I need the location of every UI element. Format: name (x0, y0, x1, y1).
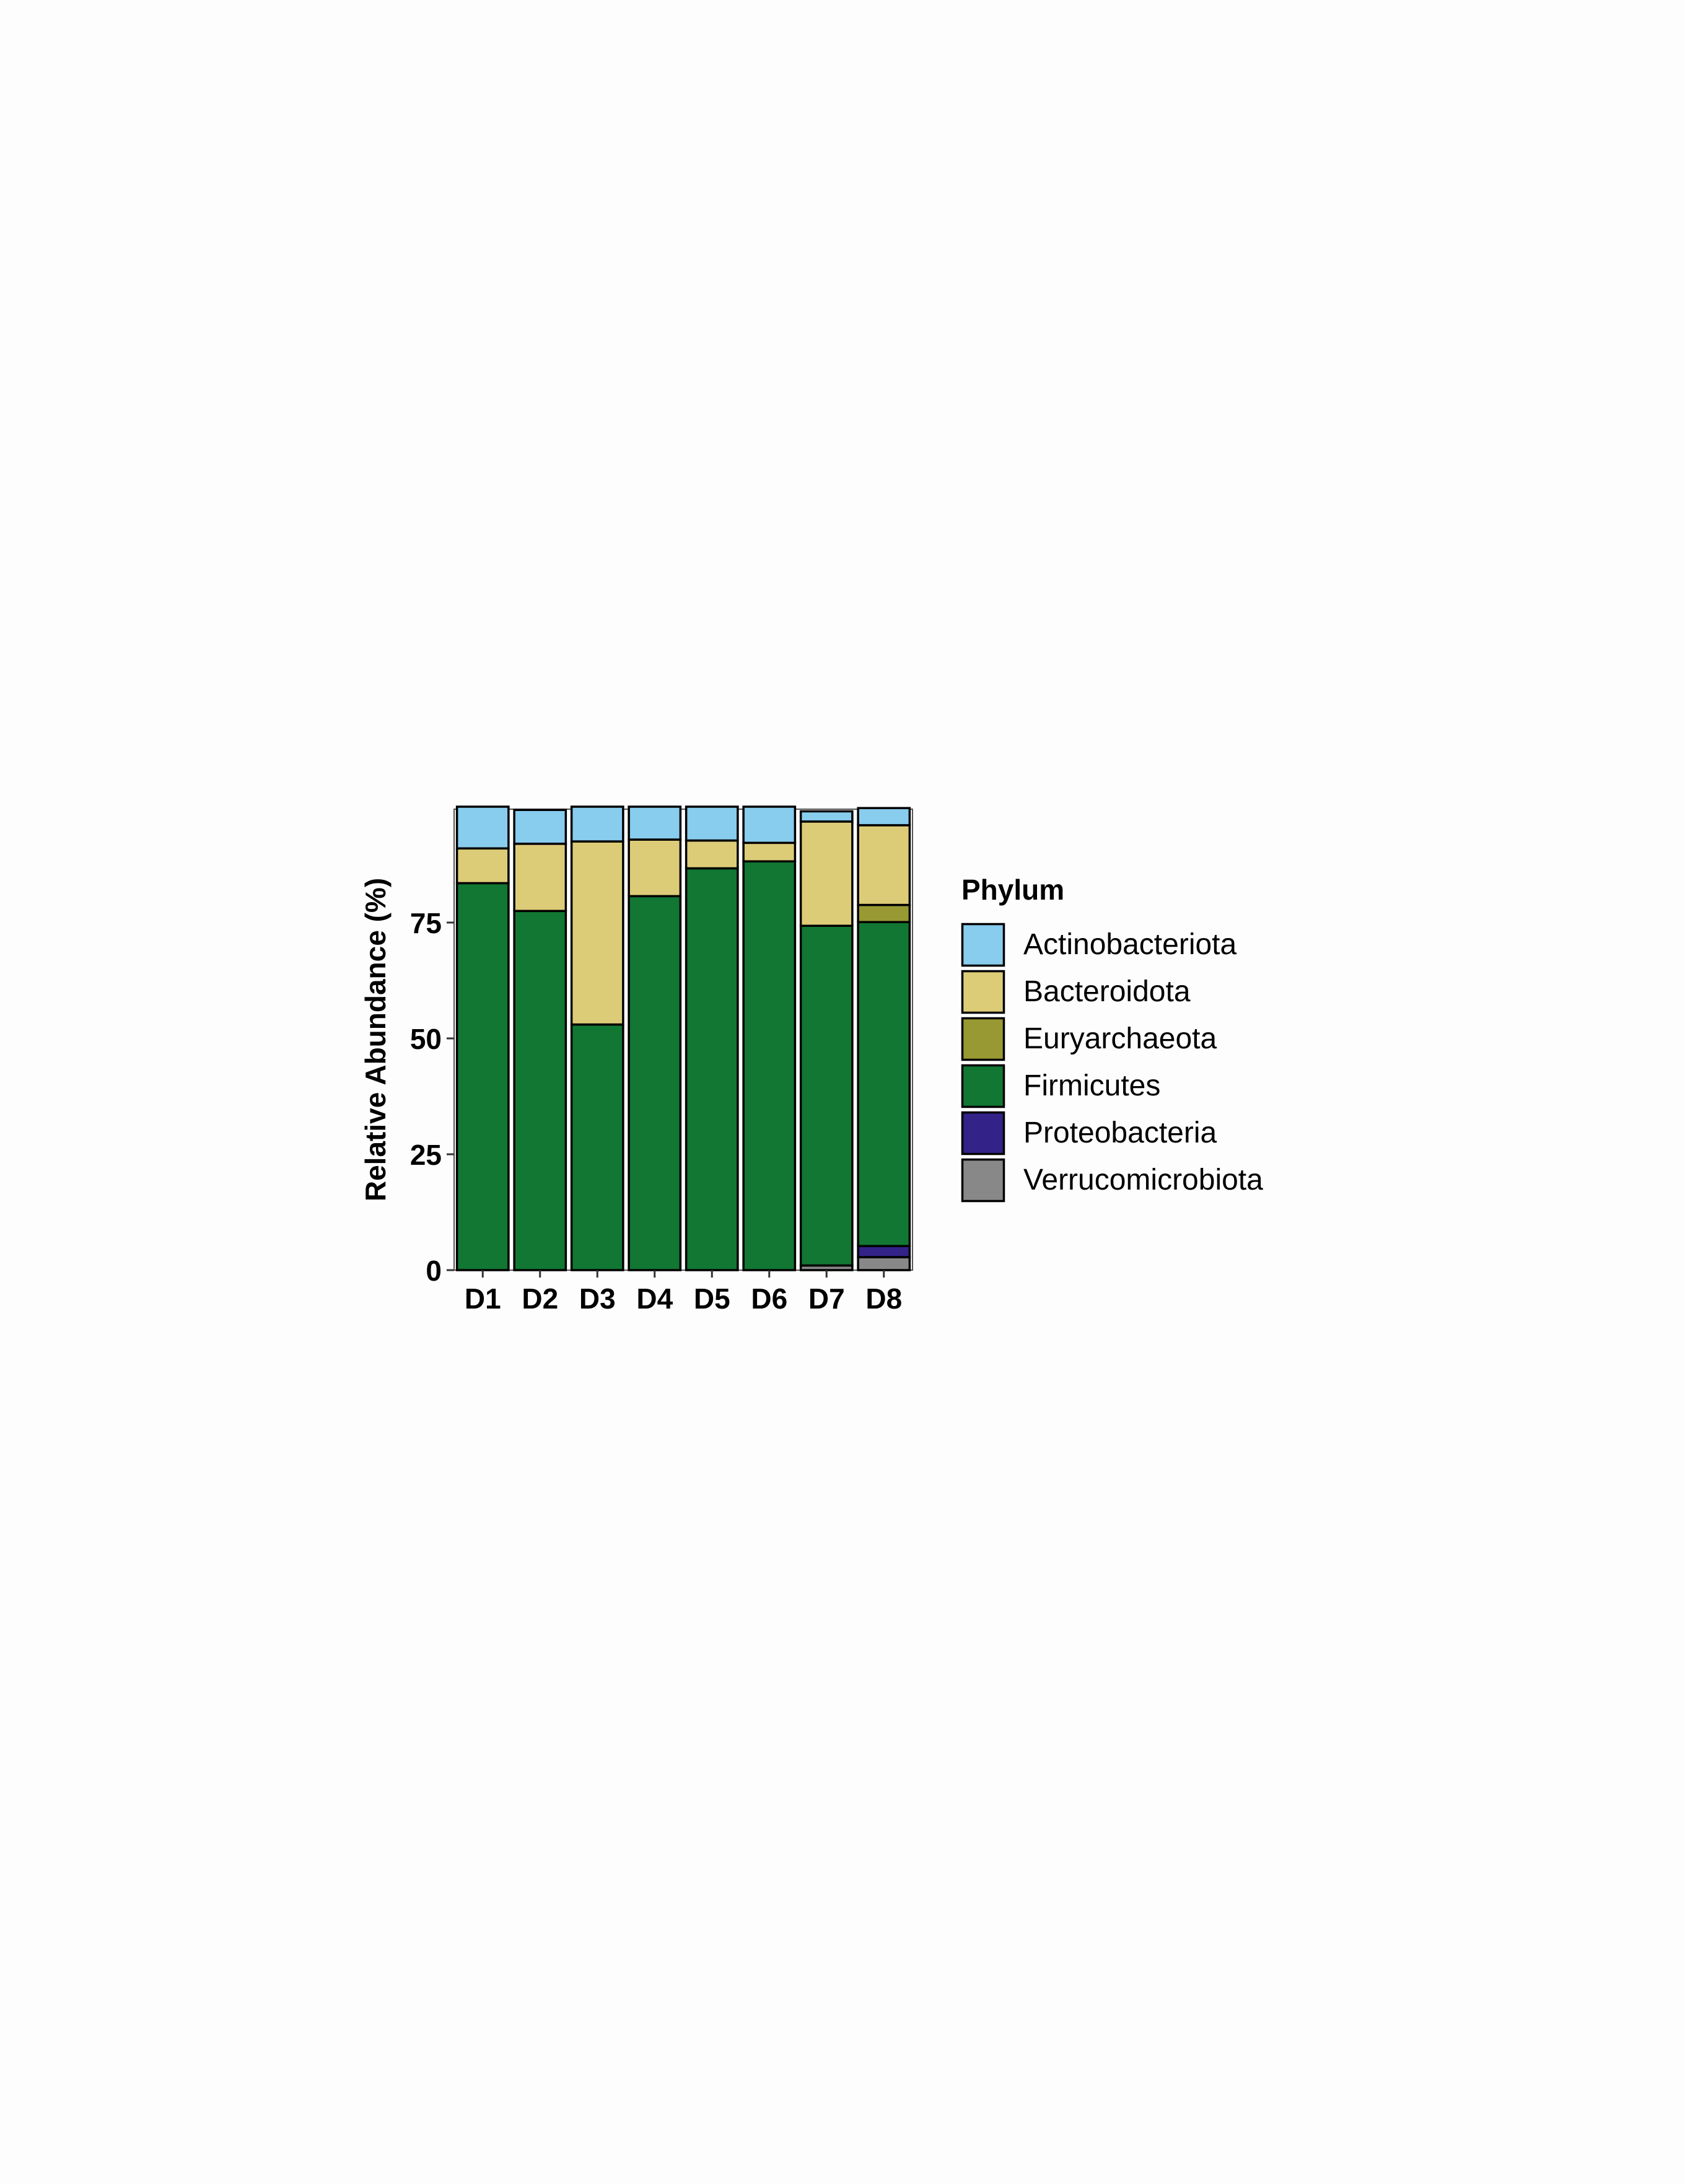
y-tick-label: 0 (426, 1255, 442, 1287)
x-axis: D1 D2 D3 D4 D5 D6 D7 D8 (465, 1270, 902, 1315)
y-tick-label: 25 (410, 1139, 442, 1171)
legend-title: Phylum (961, 874, 1064, 906)
bar-segment-verrucomicrobiota-d8 (857, 1256, 911, 1271)
x-tick-label: D4 (636, 1283, 673, 1315)
x-tick-label: D1 (465, 1283, 501, 1315)
bar-segment-bacteroidota-d7 (799, 820, 854, 927)
legend-label-euryarchaeota: Euryarchaeota (1023, 1022, 1217, 1055)
bar-segment-firmicutes-d1 (455, 882, 510, 1271)
y-tick-label: 50 (410, 1023, 442, 1055)
bar-segment-bacteroidota-d5 (685, 839, 739, 870)
bar-segment-actinobacteriota-d1 (455, 805, 510, 850)
x-tick-label: D5 (694, 1283, 730, 1315)
x-tick-label: D3 (579, 1283, 616, 1315)
bar-segment-actinobacteriota-d8 (857, 807, 911, 827)
legend-label-bacteroidota: Bacteroidota (1023, 975, 1191, 1008)
legend-key-firmicutes (961, 1064, 1005, 1108)
bar-segment-bacteroidota-d6 (742, 841, 797, 863)
bar-segment-firmicutes-d7 (799, 924, 854, 1267)
x-tick-label: D2 (522, 1283, 558, 1315)
bar-segment-actinobacteriota-d4 (628, 805, 682, 841)
bar-segment-bacteroidota-d4 (628, 838, 682, 898)
bars-layer (455, 805, 911, 1271)
legend-key-actinobacteriota (961, 923, 1005, 967)
bar-segment-firmicutes-d6 (742, 860, 797, 1271)
legend-key-verrucomicrobiota (961, 1158, 1005, 1203)
legend-key-proteobacteria (961, 1111, 1005, 1156)
bar-segment-firmicutes-d5 (685, 867, 739, 1271)
x-tick-label: D8 (865, 1283, 902, 1315)
legend-label-verrucomicrobiota: Verrucomicrobiota (1023, 1164, 1263, 1196)
legend-label-actinobacteriota: Actinobacteriota (1023, 928, 1237, 961)
bar-segment-bacteroidota-d8 (857, 824, 911, 906)
bar-segment-actinobacteriota-d3 (570, 805, 624, 843)
legend-label-firmicutes: Firmicutes (1023, 1069, 1160, 1102)
bar-segment-bacteroidota-d2 (513, 843, 567, 913)
y-tick-label: 75 (410, 907, 442, 939)
x-tick-label: D7 (808, 1283, 845, 1315)
bar-segment-actinobacteriota-d7 (799, 810, 854, 823)
bar-segment-actinobacteriota-d6 (742, 805, 797, 844)
bar-segment-actinobacteriota-d2 (513, 809, 567, 845)
y-axis: 0 25 50 75 (410, 907, 454, 1287)
legend-label-proteobacteria: Proteobacteria (1023, 1116, 1217, 1149)
bar-segment-proteobacteria-d8 (857, 1245, 911, 1258)
legend-key-bacteroidota (961, 970, 1005, 1014)
bar-segment-firmicutes-d2 (513, 910, 567, 1271)
bar-segment-firmicutes-d3 (570, 1023, 624, 1271)
bar-segment-bacteroidota-d3 (570, 840, 624, 1026)
bar-segment-actinobacteriota-d5 (685, 805, 739, 842)
bar-segment-bacteroidota-d1 (455, 847, 510, 885)
y-axis-label: Relative Abundance (%) (359, 878, 392, 1201)
bar-segment-firmicutes-d8 (857, 921, 911, 1247)
legend: Actinobacteriota Bacteroidota Euryarchaeot… (961, 923, 1263, 1203)
bar-segment-firmicutes-d4 (628, 895, 682, 1271)
legend-key-euryarchaeota (961, 1017, 1005, 1061)
x-tick-label: D6 (751, 1283, 787, 1315)
bar-segment-euryarchaeota-d8 (857, 903, 911, 924)
